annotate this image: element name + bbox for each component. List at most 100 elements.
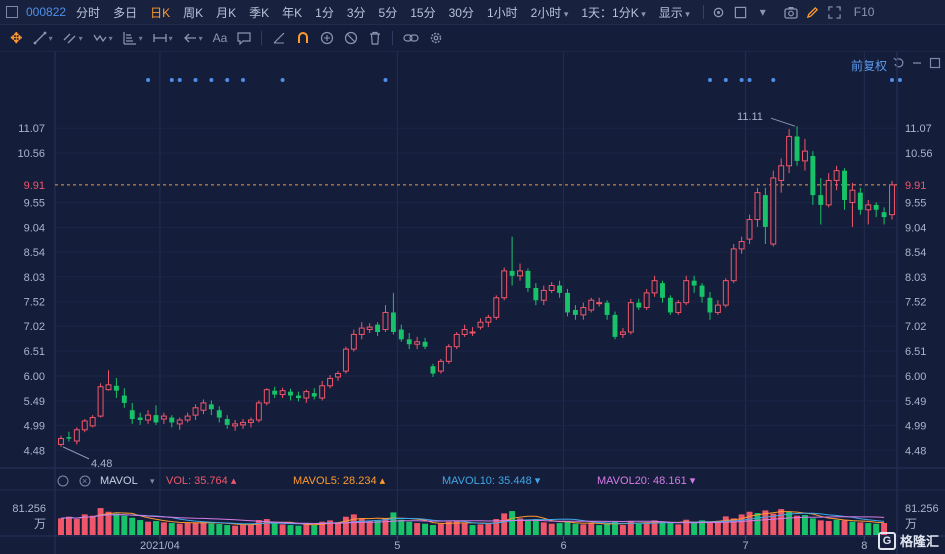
channel-tool-icon[interactable]: ▾: [63, 31, 83, 45]
comment-icon[interactable]: [237, 31, 251, 45]
volume-bar: [113, 513, 120, 535]
candle-body: [247, 419, 254, 423]
settings-icon[interactable]: [712, 5, 726, 19]
hide-icon[interactable]: [344, 31, 358, 45]
price-axis-label-right: 4.99: [905, 420, 926, 432]
period-tab[interactable]: 5分: [378, 5, 398, 20]
period-tab[interactable]: 月K: [216, 5, 237, 20]
candle-body: [288, 391, 293, 396]
volume-bar: [176, 523, 183, 535]
period-tab[interactable]: 多日: [113, 5, 138, 20]
volume-bar: [738, 514, 745, 535]
volume-bar: [240, 525, 246, 535]
period-tab[interactable]: 1小时: [486, 5, 518, 20]
stock-code[interactable]: 000822: [26, 5, 67, 19]
period-tab[interactable]: 15分: [410, 5, 436, 20]
period-tab[interactable]: 1天：1分K: [581, 4, 645, 21]
volume-bar: [572, 523, 579, 535]
candle-body: [873, 204, 879, 210]
fib-tool-icon[interactable]: ▾: [123, 31, 143, 45]
volume-bar: [493, 519, 500, 535]
volume-bar: [762, 510, 769, 535]
period-tab[interactable]: 显示: [659, 4, 690, 21]
line-tool-icon[interactable]: ▾: [33, 31, 53, 45]
trash-icon[interactable]: [368, 31, 382, 45]
kline-chart[interactable]: 11.07 11.07 10.56 10.56 9.55 9.55 9.04 9.04 8.54…: [0, 52, 945, 554]
minimize-icon[interactable]: [911, 57, 923, 72]
pencil-icon[interactable]: [806, 5, 820, 19]
volume-bar: [524, 519, 531, 535]
mavol10-value: MAVOL10: 35.448 ▾: [442, 475, 541, 487]
event-marker: [241, 78, 246, 82]
candle-body: [770, 177, 777, 245]
chevron-down-icon[interactable]: ▾: [759, 5, 766, 19]
candle-body: [818, 195, 824, 205]
volume-bar: [105, 511, 112, 535]
high-label: 11.11: [737, 111, 763, 123]
period-tab[interactable]: 3分: [346, 5, 366, 20]
ruler-icon[interactable]: [272, 31, 286, 45]
candle-body: [525, 270, 531, 288]
volume-bar: [208, 523, 215, 535]
candle-body: [660, 283, 665, 298]
measure-tool-icon[interactable]: ▾: [152, 31, 173, 45]
wave-tool-icon[interactable]: ▾: [93, 31, 113, 45]
candle-body: [849, 189, 856, 203]
candle-body: [200, 402, 207, 411]
volume-bar: [366, 521, 373, 535]
crosshair-icon[interactable]: ✥: [10, 30, 23, 47]
current-price-label-right: 9.91: [905, 180, 926, 192]
indicator-dropdown-icon: ▾: [150, 476, 155, 486]
candle-body: [406, 339, 412, 345]
lock-icon[interactable]: [320, 31, 334, 45]
period-tab[interactable]: 1分: [315, 5, 334, 20]
candle-body: [533, 288, 539, 301]
gear-icon[interactable]: [429, 31, 443, 45]
mavol5-value: MAVOL5: 28.234 ▴: [293, 475, 386, 487]
volume-unit-label-right: 万: [905, 517, 917, 531]
candle-body: [129, 410, 135, 420]
adjust-mode-button[interactable]: 前复权: [850, 59, 887, 73]
candle-body: [335, 373, 341, 378]
period-tab[interactable]: 年K: [282, 5, 303, 20]
f10-button[interactable]: F10: [853, 5, 875, 19]
divider: [261, 31, 263, 45]
fullscreen-icon[interactable]: [828, 5, 842, 19]
volume-bar: [255, 520, 262, 535]
indicator-settings-icon: [57, 475, 69, 487]
period-tab[interactable]: 日K: [150, 5, 171, 20]
candle-body: [398, 329, 404, 340]
link-icon[interactable]: [403, 31, 419, 45]
period-tab[interactable]: 分时: [76, 5, 101, 20]
candle-body: [604, 302, 610, 315]
period-tab[interactable]: 季K: [249, 5, 270, 20]
magnet-icon[interactable]: [296, 31, 310, 45]
logo-text: 格隆汇: [899, 534, 939, 549]
event-marker: [280, 78, 285, 82]
arrow-tool-icon[interactable]: ▾: [183, 31, 203, 45]
candle-body: [746, 219, 753, 240]
volume-bar: [683, 519, 690, 535]
volume-bar: [509, 511, 516, 535]
volume-bar: [168, 523, 175, 535]
period-tab[interactable]: 2小时: [531, 4, 569, 21]
candle-body: [430, 366, 436, 374]
candle-body: [375, 324, 381, 332]
candle-body: [691, 280, 697, 286]
candle-body: [699, 285, 705, 297]
candle-body: [105, 384, 112, 391]
text-tool[interactable]: Aa: [212, 31, 228, 45]
candle-body: [382, 311, 389, 331]
candle-body: [81, 420, 88, 431]
date-label: 7: [743, 540, 749, 552]
restore-icon[interactable]: [929, 57, 941, 72]
low-label: 4.48: [91, 458, 112, 470]
candle-body: [327, 377, 334, 387]
period-tab[interactable]: 周K: [183, 5, 204, 20]
camera-icon[interactable]: [784, 5, 798, 19]
square-icon[interactable]: [734, 5, 748, 19]
volume-bar: [445, 521, 452, 535]
checkbox-icon[interactable]: [6, 6, 18, 18]
period-tab[interactable]: 30分: [448, 5, 474, 20]
